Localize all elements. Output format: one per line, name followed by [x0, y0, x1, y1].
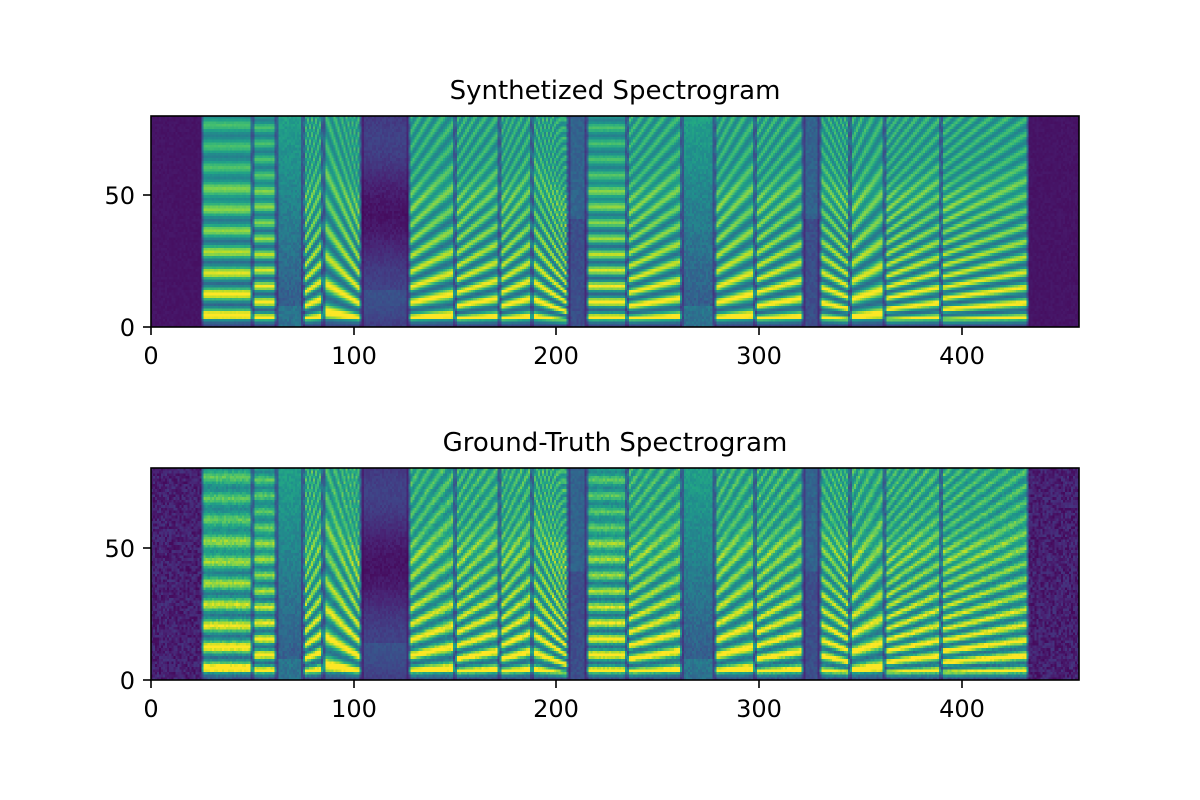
x-tick-label: 300: [736, 342, 782, 370]
chart-title: Ground-Truth Spectrogram: [443, 428, 788, 458]
x-tick-label: 0: [143, 342, 158, 370]
y-tick-label: 50: [104, 535, 135, 563]
spectrogram-heatmap: [151, 116, 1079, 327]
y-tick-label: 0: [120, 314, 135, 342]
synthesized-spectrogram-panel: Synthetized Spectrogram 0 100 200 300 40…: [104, 76, 1080, 370]
x-tick-label: 400: [939, 342, 985, 370]
y-tick-label: 0: [120, 667, 135, 695]
x-tick-label: 100: [331, 695, 377, 723]
axes-frame: [150, 467, 1080, 681]
axes-frame: [150, 115, 1080, 328]
y-tick-label: 50: [104, 182, 135, 210]
x-tick-label: 0: [143, 695, 158, 723]
x-tick-label: 400: [939, 695, 985, 723]
spectrogram-heatmap: [151, 468, 1079, 680]
ground-truth-spectrogram-panel: Ground-Truth Spectrogram 0 100 200 300 4…: [104, 428, 1080, 723]
x-tick-label: 200: [533, 695, 579, 723]
chart-title: Synthetized Spectrogram: [450, 76, 781, 106]
x-tick-label: 300: [736, 695, 782, 723]
x-tick-label: 200: [533, 342, 579, 370]
x-tick-label: 100: [331, 342, 377, 370]
